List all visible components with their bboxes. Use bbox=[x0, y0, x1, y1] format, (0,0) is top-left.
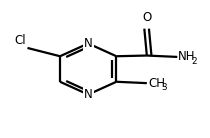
Text: NH: NH bbox=[178, 50, 196, 63]
Text: 3: 3 bbox=[161, 83, 167, 92]
Text: N: N bbox=[84, 88, 93, 101]
Text: Cl: Cl bbox=[15, 34, 26, 47]
Text: N: N bbox=[84, 37, 93, 50]
Text: CH: CH bbox=[148, 77, 165, 90]
Text: O: O bbox=[142, 11, 151, 25]
Text: 2: 2 bbox=[192, 57, 197, 66]
